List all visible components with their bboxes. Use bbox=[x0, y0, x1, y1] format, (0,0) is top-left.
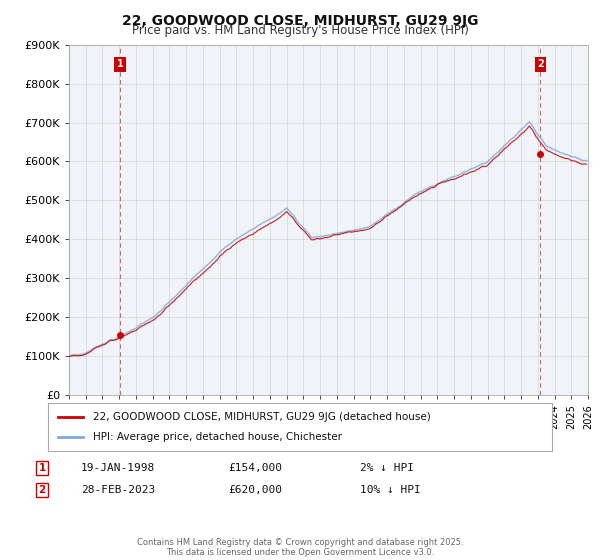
Text: £154,000: £154,000 bbox=[228, 463, 282, 473]
Text: 2% ↓ HPI: 2% ↓ HPI bbox=[360, 463, 414, 473]
Text: 28-FEB-2023: 28-FEB-2023 bbox=[81, 485, 155, 495]
Text: 10% ↓ HPI: 10% ↓ HPI bbox=[360, 485, 421, 495]
Text: £620,000: £620,000 bbox=[228, 485, 282, 495]
Text: Contains HM Land Registry data © Crown copyright and database right 2025.
This d: Contains HM Land Registry data © Crown c… bbox=[137, 538, 463, 557]
Text: 19-JAN-1998: 19-JAN-1998 bbox=[81, 463, 155, 473]
Text: 2: 2 bbox=[38, 485, 46, 495]
Text: 22, GOODWOOD CLOSE, MIDHURST, GU29 9JG (detached house): 22, GOODWOOD CLOSE, MIDHURST, GU29 9JG (… bbox=[94, 412, 431, 422]
Text: 2: 2 bbox=[537, 59, 544, 69]
Text: HPI: Average price, detached house, Chichester: HPI: Average price, detached house, Chic… bbox=[94, 432, 343, 442]
Text: 1: 1 bbox=[116, 59, 124, 69]
Text: 1: 1 bbox=[38, 463, 46, 473]
Text: 22, GOODWOOD CLOSE, MIDHURST, GU29 9JG: 22, GOODWOOD CLOSE, MIDHURST, GU29 9JG bbox=[122, 14, 478, 28]
Text: Price paid vs. HM Land Registry's House Price Index (HPI): Price paid vs. HM Land Registry's House … bbox=[131, 24, 469, 37]
